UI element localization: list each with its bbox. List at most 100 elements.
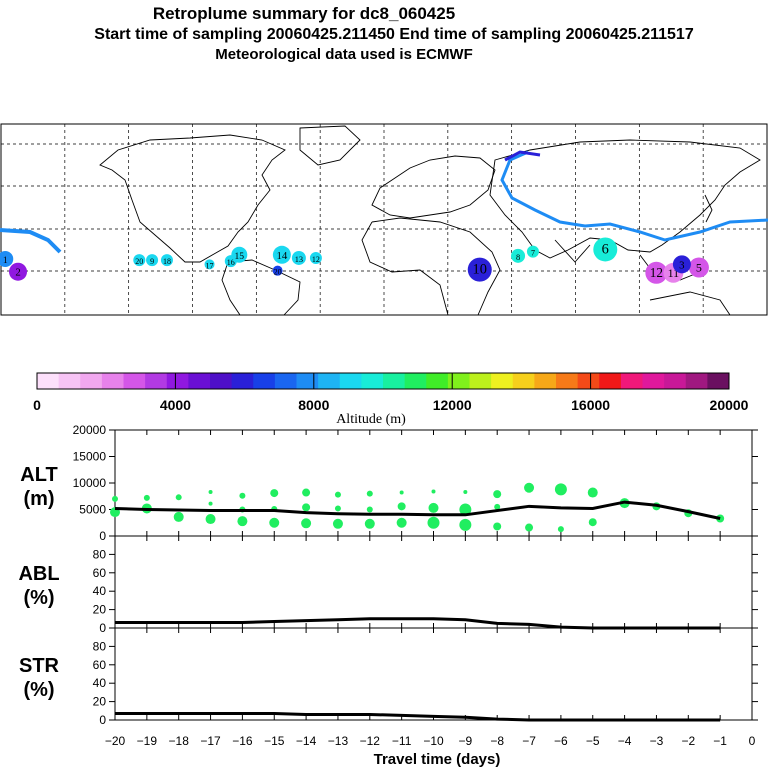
- colorbar-cell: [37, 373, 60, 389]
- map-marker-label: 9: [150, 257, 154, 266]
- colorbar-cell: [145, 373, 168, 389]
- plume-cluster-point: [208, 490, 213, 495]
- map-marker-label: 14: [276, 250, 287, 262]
- map-marker: [645, 261, 668, 284]
- x-tick-label: −18: [169, 734, 190, 748]
- chart-title: Retroplume summary for dc8_060425: [152, 4, 456, 23]
- coast-north-america: [99, 134, 286, 263]
- colorbar-cell: [318, 373, 341, 389]
- colorbar-cell: [383, 373, 406, 389]
- plume-cluster-point: [112, 495, 118, 502]
- x-tick-label: −8: [490, 734, 504, 748]
- map-marker-label: 1: [3, 255, 8, 266]
- panel-unit-str: (%): [23, 679, 54, 701]
- x-tick-label: −16: [232, 734, 253, 748]
- map-marker-label: 20: [135, 257, 143, 266]
- plume-cluster-point: [334, 491, 341, 498]
- plume-cluster-point: [366, 506, 373, 513]
- map-marker-label: 6: [602, 241, 609, 257]
- x-tick-label: −6: [554, 734, 568, 748]
- plume-cluster-point: [302, 503, 311, 512]
- y-tick-label: 20: [93, 603, 107, 617]
- colorbar-cell: [707, 373, 730, 389]
- map-marker: [511, 248, 526, 263]
- map-marker-label: 10: [473, 262, 487, 278]
- x-tick-label: −1: [713, 734, 727, 748]
- map-marker-label: 3: [679, 259, 684, 271]
- map-marker-label: 13: [295, 255, 303, 264]
- colorbar-cell: [426, 373, 449, 389]
- plume-cluster-point: [239, 492, 246, 499]
- coast-australia: [649, 291, 731, 316]
- map-marker-label: 8: [516, 253, 520, 262]
- plume-cluster-point: [428, 502, 439, 513]
- colorbar-tick-label: 16000: [571, 397, 610, 413]
- colorbar-tick-label: 8000: [298, 397, 329, 413]
- map-marker-label: 2: [15, 267, 20, 279]
- plume-cluster-point: [208, 501, 213, 506]
- map-marker-label: 5: [696, 261, 702, 275]
- map-marker: [272, 265, 283, 276]
- map-marker-label: 11: [668, 266, 680, 280]
- coast-europe: [371, 155, 496, 219]
- coast-africa: [361, 217, 501, 316]
- colorbar-tick-label: 0: [33, 397, 41, 413]
- coast-greenland: [299, 125, 361, 166]
- plume-cluster-point: [459, 518, 472, 531]
- x-tick-label: −15: [264, 734, 285, 748]
- colorbar-cell: [685, 373, 708, 389]
- colorbar-cell: [274, 373, 297, 389]
- plume-trajectory-segment-west: [0, 228, 62, 254]
- plume-cluster-point: [270, 489, 279, 498]
- map-marker-label: 12: [312, 255, 320, 264]
- plume-cluster-point: [332, 518, 343, 529]
- panel-frame-abl: [114, 535, 753, 629]
- map-marker: [133, 254, 146, 267]
- colorbar-cell: [469, 373, 492, 389]
- y-tick-label: 20000: [73, 423, 107, 437]
- map-marker: [0, 251, 14, 268]
- mean-line-str: [115, 712, 721, 722]
- x-tick-label: −14: [296, 734, 317, 748]
- plume-cluster-point: [493, 522, 502, 531]
- colorbar-cell: [534, 373, 557, 389]
- plume-cluster-point: [427, 516, 440, 529]
- y-tick-label: 60: [93, 566, 107, 580]
- colorbar-cell: [80, 373, 103, 389]
- plume-cluster-point: [301, 518, 312, 529]
- colorbar-cell: [447, 373, 470, 389]
- x-tick-label: −3: [650, 734, 664, 748]
- coast-japan: [704, 194, 713, 223]
- colorbar-tick-label: 12000: [433, 397, 472, 413]
- coast-india: [554, 239, 591, 263]
- panel-label-str: STR: [19, 655, 60, 677]
- colorbar-cell: [512, 373, 535, 389]
- map-marker-label: 15: [235, 251, 245, 262]
- x-tick-label: −12: [360, 734, 381, 748]
- map-marker: [291, 250, 306, 265]
- colorbar-cell: [577, 373, 600, 389]
- map-marker: [593, 237, 618, 262]
- colorbar-cell: [361, 373, 384, 389]
- map-marker: [146, 254, 159, 267]
- y-tick-label: 40: [93, 676, 107, 690]
- y-tick-label: 20: [93, 695, 107, 709]
- y-tick-label: 0: [99, 621, 106, 635]
- map-marker: [204, 259, 215, 270]
- x-tick-label: −17: [200, 734, 221, 748]
- panel-label-alt: ALT: [20, 464, 57, 486]
- map-marker-label: 18: [163, 257, 171, 266]
- map-marker-label: 20: [274, 268, 282, 277]
- x-tick-label: −11: [392, 734, 412, 748]
- x-tick-label: −2: [681, 734, 695, 748]
- colorbar-cell: [188, 373, 211, 389]
- time-series-panels: 05000100001500020000ALT(m)020406080ABL(%…: [18, 423, 758, 748]
- plume-cluster-point: [459, 503, 472, 516]
- y-tick-label: 15000: [73, 450, 107, 464]
- plume-cluster-point: [431, 489, 436, 494]
- plume-cluster-point: [494, 503, 501, 510]
- mean-line-abl: [115, 617, 721, 630]
- colorbar-cell: [404, 373, 427, 389]
- x-tick-label: −10: [423, 734, 444, 748]
